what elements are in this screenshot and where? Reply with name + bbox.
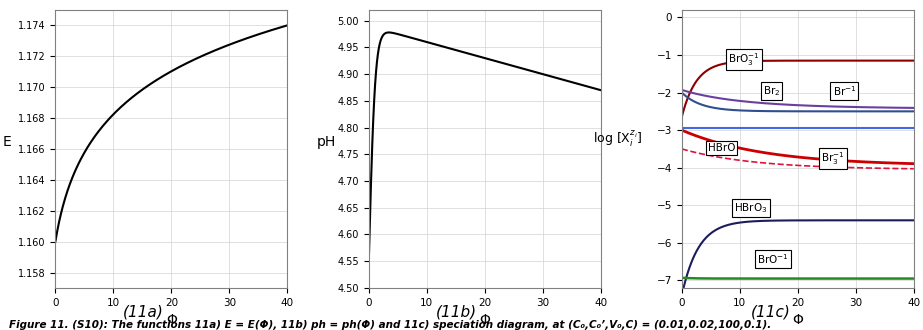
BrO$^{-1}$ [908, 277, 919, 280]
HBrO$_3$ [814, 218, 825, 222]
Line: BrO$_3^{-1}$: BrO$_3^{-1}$ [682, 61, 914, 117]
Text: Br$_3^{-1}$: Br$_3^{-1}$ [821, 150, 845, 167]
Text: Figure 11. (S10): The functions 11a) E = E(Φ), 11b) ph = ph(Φ) and 11c) speciati: Figure 11. (S10): The functions 11a) E =… [9, 320, 772, 330]
HBrO [788, 154, 799, 158]
BrO$^{-1}$ [867, 277, 878, 280]
Y-axis label: E: E [3, 135, 11, 149]
HBrO [903, 161, 914, 165]
Y-axis label: pH: pH [317, 135, 336, 149]
Line: HBrO$_3$: HBrO$_3$ [682, 220, 914, 295]
BrO$^{-1}$ [903, 277, 914, 280]
HBrO [814, 157, 825, 161]
Br$^{-1}$ [786, 109, 797, 113]
Br$^{-1}$ [867, 109, 878, 113]
HBrO [802, 156, 813, 160]
Text: (11b): (11b) [437, 305, 477, 320]
Br$_2$ [677, 88, 688, 92]
HBrO [786, 154, 797, 158]
Br$_3^{-1}$ [786, 163, 797, 167]
Text: HBrO: HBrO [708, 143, 736, 153]
BrO$_3^{-1}$ [788, 59, 799, 63]
BrO$_3^{-1}$ [802, 59, 813, 63]
Br$_3^{-1}$ [867, 166, 878, 170]
Br$_2$ [786, 103, 797, 107]
BrO$_3^{-1}$ [814, 59, 825, 63]
Line: Br$_3^{-1}$: Br$_3^{-1}$ [682, 149, 914, 169]
Text: BrO$^{-1}$: BrO$^{-1}$ [757, 252, 789, 266]
Br$_3^{-1}$ [677, 147, 688, 151]
Text: (11c): (11c) [750, 305, 791, 320]
Br$_3^{-1}$ [903, 167, 914, 171]
Br$_2$ [814, 104, 825, 108]
HBrO$_3$ [786, 218, 797, 222]
Br$_2$ [788, 103, 799, 107]
Br$_3^{-1}$ [788, 163, 799, 167]
Text: (11a): (11a) [123, 305, 163, 320]
Br$^{-1}$ [814, 109, 825, 113]
BrO$^{-1}$ [788, 277, 799, 280]
Br$_3^{-1}$ [802, 164, 813, 168]
BrO$^{-1}$ [786, 277, 797, 280]
HBrO [677, 128, 688, 132]
X-axis label: Φ: Φ [792, 313, 803, 327]
Line: Br$_2$: Br$_2$ [682, 90, 914, 108]
Br$^{-1}$ [788, 109, 799, 113]
BrO$_3^{-1}$ [786, 59, 797, 63]
Text: HBrO$_3$: HBrO$_3$ [734, 201, 768, 215]
HBrO [867, 160, 878, 164]
Text: Br$^{-1}$: Br$^{-1}$ [833, 84, 857, 98]
HBrO$_3$ [867, 218, 878, 222]
Br$_3^{-1}$ [908, 167, 919, 171]
BrO$_3^{-1}$ [903, 59, 914, 63]
Br$_2$ [903, 106, 914, 110]
X-axis label: Φ: Φ [479, 313, 490, 327]
Br$^{-1}$ [677, 91, 688, 95]
Y-axis label: log [X$_i^{z_i}$]: log [X$_i^{z_i}$] [593, 130, 642, 149]
Line: BrO$^{-1}$: BrO$^{-1}$ [682, 278, 914, 279]
Br$^{-1}$ [802, 109, 813, 113]
BrO$_3^{-1}$ [908, 59, 919, 63]
Br$_2$ [908, 106, 919, 110]
X-axis label: Φ: Φ [166, 313, 177, 327]
HBrO$_3$ [908, 218, 919, 222]
HBrO$_3$ [903, 218, 914, 222]
Br$_3^{-1}$ [814, 165, 825, 169]
BrO$_3^{-1}$ [867, 59, 878, 63]
BrO$^{-1}$ [814, 277, 825, 280]
Text: Br$_2$: Br$_2$ [763, 84, 780, 98]
Text: BrO$_3^{-1}$: BrO$_3^{-1}$ [728, 51, 760, 68]
BrO$^{-1}$ [677, 276, 688, 280]
Line: Br$^{-1}$: Br$^{-1}$ [682, 93, 914, 111]
HBrO$_3$ [788, 218, 799, 222]
BrO$^{-1}$ [802, 277, 813, 280]
HBrO [908, 162, 919, 166]
Br$_2$ [802, 104, 813, 108]
HBrO$_3$ [802, 218, 813, 222]
Br$^{-1}$ [903, 109, 914, 113]
Line: HBrO: HBrO [682, 130, 914, 164]
Br$^{-1}$ [908, 109, 919, 113]
BrO$_3^{-1}$ [677, 115, 688, 119]
HBrO$_3$ [677, 293, 688, 297]
Br$_2$ [867, 105, 878, 109]
